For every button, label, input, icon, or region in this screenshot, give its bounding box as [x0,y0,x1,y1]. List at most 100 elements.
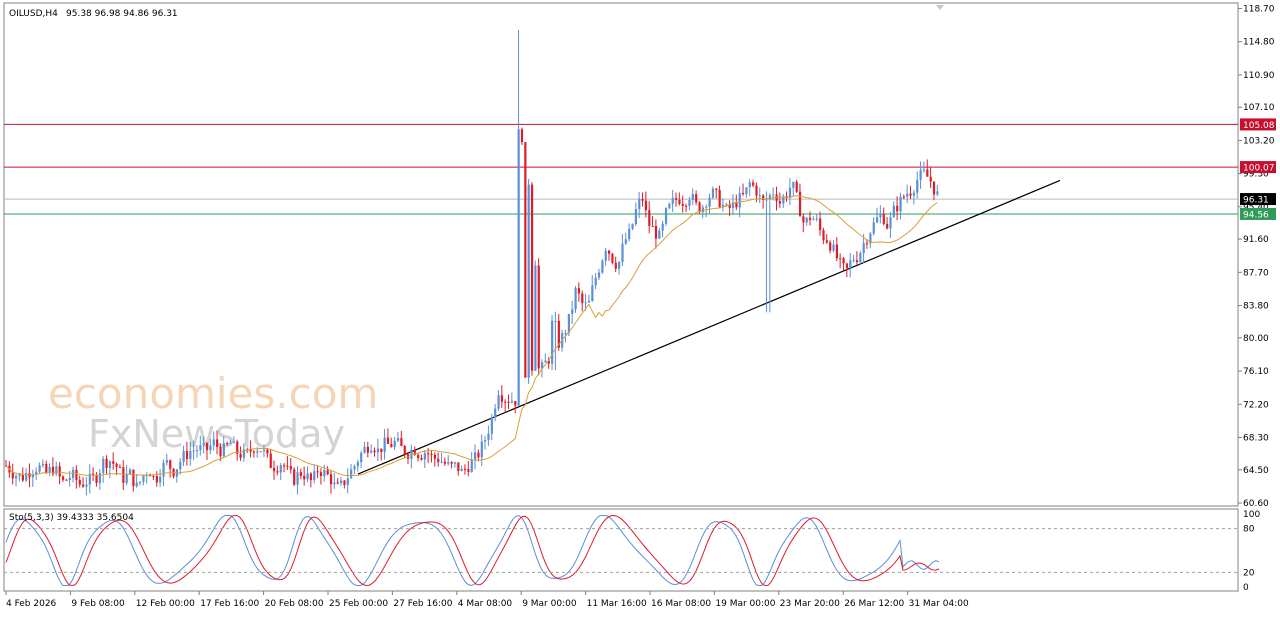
candle-up [688,199,691,206]
candle-down [500,395,503,402]
candle-up [447,462,450,464]
candle-down [651,225,654,227]
candle-down [437,458,440,463]
candle-down [778,201,782,204]
candle-up [587,300,591,303]
candle-down [809,217,812,220]
candle-up [279,465,282,473]
price-tick-label: 110.90 [1243,71,1275,81]
candle-up [18,474,21,477]
candle-up [554,320,557,322]
candle-up [128,469,132,474]
candle-up [624,239,627,244]
candle-down [520,129,524,143]
candle-down [28,473,31,478]
candle-up [711,188,715,198]
candle-down [698,202,701,213]
price-labels: 105.08 100.07 96.31 94.56 [1240,118,1276,220]
candle-down [577,288,581,294]
time-tick-label: 9 Mar 00:00 [522,599,577,609]
candle-down [118,466,122,468]
candle-down [798,191,802,217]
candle-down [269,453,272,468]
candle-down [390,443,393,448]
candle-down [728,204,731,209]
candle-down [845,263,849,269]
price-levels [4,123,1238,215]
candle-down [319,472,323,477]
candle-up [574,288,577,310]
candle-up [487,433,490,441]
time-tick-label: 27 Feb 16:00 [393,599,452,609]
candle-down [61,476,65,480]
candle-down [755,185,758,196]
price-tick-label: 118.70 [1243,5,1275,15]
candle-down [514,401,517,406]
candle-up [805,217,808,223]
price-tick-label: 80.00 [1243,334,1269,344]
current-price-label-bg [1240,193,1276,206]
candle-up [705,206,708,208]
candle-down [742,192,745,195]
time-tick-label: 31 Mar 04:00 [909,599,969,609]
time-tick-label: 20 Feb 08:00 [265,599,324,609]
candle-up [25,473,28,481]
candle-up [721,204,725,207]
candle-up [189,451,192,459]
price-tick-label: 76.10 [1243,367,1269,377]
price-tick-label: 91.60 [1243,235,1269,245]
candle-up [470,459,473,472]
candle-down [614,262,617,269]
candle-up [108,461,112,469]
candle-up [497,395,500,409]
candle-up [899,196,902,212]
candle-up [474,452,477,460]
candle-down [581,293,584,304]
candle-down [293,469,296,485]
candle-up [256,451,259,453]
candle-down [11,472,14,479]
resistance-label-2-bg [1240,161,1276,174]
candle-up [195,450,199,452]
price-tick-label: 68.30 [1243,433,1269,443]
candle-down [477,452,480,458]
candle-up [306,473,309,480]
candle-down [467,469,470,472]
candle-down [132,469,135,487]
candle-down [226,443,229,445]
candle-down [417,454,420,458]
candle-down [842,258,845,264]
candle-up [262,449,266,452]
candle-up [879,213,882,218]
time-tick-label: 4 Feb 2026 [6,599,57,609]
candle-down [115,463,118,467]
price-tick-label: 64.50 [1243,466,1269,476]
candle-up [55,466,58,474]
candle-up [758,195,761,197]
candle-down [122,467,125,483]
candle-down [785,196,788,198]
candle-up [15,476,18,479]
candle-down [557,320,560,348]
stochastic-main-line [5,515,940,587]
candle-down [457,462,460,472]
candle-up [38,465,41,472]
candle-up [340,480,343,484]
candle-down [715,188,718,190]
candle-up [668,203,671,209]
candle-up [912,192,916,196]
candle-down [641,199,644,201]
candle-down [608,250,611,254]
candle-down [112,461,115,464]
candle-up [182,451,185,462]
candle-up [916,179,919,193]
candle-up [661,223,664,231]
candle-down [909,193,912,196]
candle-up [179,461,182,470]
candle-up [534,265,537,371]
candle-down [463,468,467,470]
candle-up [782,196,785,204]
candle-up [323,470,326,477]
candle-up [356,462,359,467]
candle-up [869,233,872,244]
